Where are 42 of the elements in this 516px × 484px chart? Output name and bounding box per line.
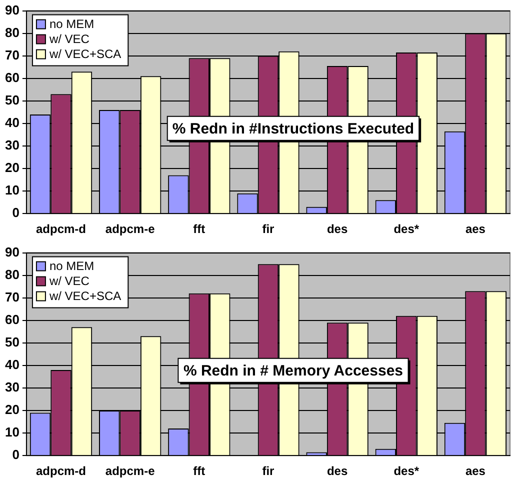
y-tick-label: 30 [4, 138, 20, 153]
y-tick-label: 30 [4, 380, 20, 395]
y-tick-label: 20 [4, 160, 20, 176]
y-tick-label: 60 [4, 70, 20, 85]
y-tick-label: 10 [4, 424, 20, 440]
x-tick-label: aes [465, 464, 486, 478]
legend-label: w/ VEC [48, 32, 90, 46]
y-tick-label: 90 [4, 244, 20, 260]
y-tick-label: 90 [4, 2, 20, 18]
x-tick-label: adpcm-e [105, 464, 156, 478]
x-tick-label: fft [193, 222, 206, 236]
y-tick-label: 0 [12, 447, 20, 462]
y-tick-label: 80 [4, 24, 20, 40]
legend-label: w/ VEC+SCA [48, 289, 122, 304]
y-tick-label: 70 [4, 289, 20, 304]
x-tick-label: adpcm-e [105, 222, 156, 236]
y-tick-label: 60 [4, 312, 20, 327]
y-tick-label: 50 [4, 92, 20, 108]
text: % Redn in #Instructions Executed [172, 120, 414, 138]
y-tick-label: 10 [4, 182, 20, 198]
x-tick-label: fir [262, 222, 275, 236]
legend-label: no MEM [49, 259, 94, 274]
legend-label: w/ VEC [48, 274, 90, 288]
y-tick-label: 20 [4, 402, 20, 418]
legend-label: w/ VEC+SCA [48, 47, 122, 62]
x-tick-label: fft [193, 464, 206, 478]
y-tick-label: 70 [4, 47, 20, 62]
text: % Redn in # Memory Accesses [183, 362, 404, 380]
y-tick-label: 40 [4, 115, 20, 130]
x-tick-label: aes [465, 222, 486, 236]
x-tick-label: des [326, 222, 348, 236]
y-tick-label: 50 [4, 334, 20, 350]
y-tick-label: 40 [4, 357, 20, 372]
x-tick-label: fir [262, 464, 275, 478]
x-tick-label: des [326, 464, 348, 478]
legend-label: no MEM [49, 17, 94, 32]
x-tick-label: adpcm-d [36, 222, 86, 236]
x-tick-label: des* [394, 464, 420, 478]
y-tick-label: 80 [4, 266, 20, 282]
x-tick-label: des* [394, 222, 420, 236]
x-tick-label: adpcm-d [36, 464, 86, 478]
y-tick-label: 0 [12, 205, 20, 220]
